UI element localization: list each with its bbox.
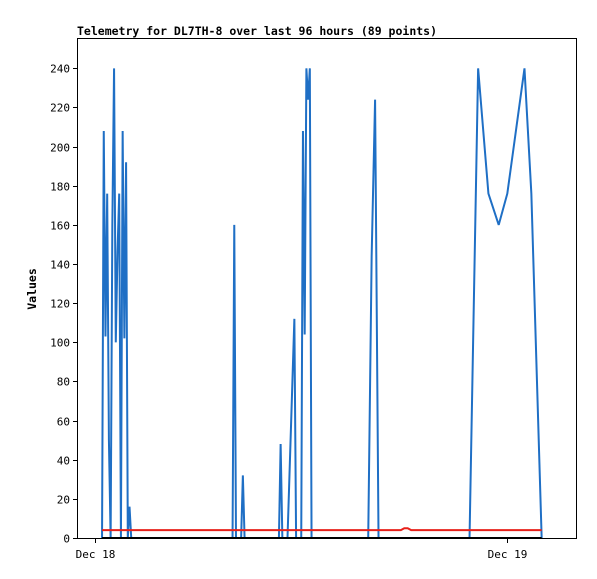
x-tick-label: Dec 18 (76, 548, 116, 561)
y-tick-label: 60 (57, 416, 70, 429)
y-tick-label: 80 (57, 376, 70, 389)
y-axis-title: Values (25, 268, 39, 310)
x-axis: Dec 18 Dec 19 (76, 538, 528, 561)
series-line-2 (102, 527, 542, 532)
y-tick-label: 240 (50, 63, 70, 76)
y-axis: 0 20 40 60 80 100 120 140 160 180 200 220 240 (50, 63, 78, 546)
series-layer (101, 68, 543, 539)
y-axis-title-group: Values (25, 268, 39, 310)
y-tick-label: 20 (57, 494, 70, 507)
x-tick-label: Dec 19 (488, 548, 528, 561)
y-tick-label: 220 (50, 102, 70, 115)
chart-title: Telemetry for DL7TH-8 over last 96 hours… (77, 24, 437, 38)
y-tick-label: 100 (50, 337, 70, 350)
y-tick-label: 160 (50, 220, 70, 233)
plot-frame (77, 38, 577, 539)
series-line-1 (101, 68, 543, 539)
y-tick-label: 40 (57, 455, 70, 468)
y-tick-label: 140 (50, 259, 70, 272)
y-tick-label: 120 (50, 298, 70, 311)
y-tick-label: 180 (50, 181, 70, 194)
y-tick-label: 0 (63, 533, 70, 546)
y-tick-label: 200 (50, 142, 70, 155)
